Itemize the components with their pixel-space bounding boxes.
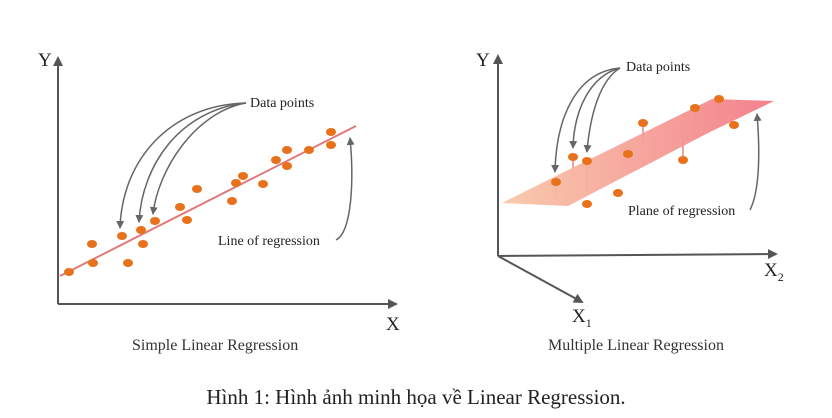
x1-axis-label: X1 — [572, 306, 592, 330]
data-point — [123, 259, 133, 267]
data-point — [638, 119, 648, 127]
line-of-regression-label: Line of regression — [218, 234, 320, 249]
x2-axis-label: X2 — [764, 260, 784, 284]
plane-annotation-arrow — [749, 113, 762, 211]
x1-axis — [497, 255, 584, 303]
data-point — [326, 128, 336, 136]
points-above-plane — [551, 95, 724, 186]
data-points-arrows — [551, 67, 621, 173]
data-point — [568, 153, 578, 161]
data-points — [64, 128, 336, 276]
data-point — [678, 156, 688, 164]
data-point — [304, 146, 314, 154]
regression-plane — [502, 99, 774, 206]
data-point — [582, 200, 592, 208]
data-point — [582, 157, 592, 165]
simple-regression-caption: Simple Linear Regression — [132, 337, 298, 354]
data-point — [88, 259, 98, 267]
data-point — [227, 197, 237, 205]
data-point — [729, 121, 739, 129]
data-point — [175, 203, 185, 211]
plane-of-regression-label: Plane of regression — [628, 204, 735, 219]
data-point — [150, 217, 160, 225]
x-axis-label: X — [386, 314, 400, 335]
y-axis-label: Y — [476, 50, 490, 71]
data-point — [117, 232, 127, 240]
x2-axis — [497, 249, 778, 260]
data-point — [282, 162, 292, 170]
data-point — [271, 156, 281, 164]
data-point — [238, 172, 248, 180]
data-points-arrows — [116, 102, 247, 229]
data-point — [64, 268, 74, 276]
data-point — [231, 179, 241, 187]
data-point — [623, 150, 633, 158]
data-point — [551, 178, 561, 186]
figure-caption: Hình 1: Hình ảnh minh họa về Linear Regr… — [206, 385, 625, 409]
data-point — [690, 104, 700, 112]
data-points-label: Data points — [626, 60, 690, 75]
data-point — [192, 185, 202, 193]
data-point — [87, 240, 97, 248]
data-point — [136, 226, 146, 234]
points-below-plane — [582, 121, 739, 208]
data-point — [714, 95, 724, 103]
multiple-regression-panel: Y X2 X1 — [476, 50, 784, 354]
line-annotation-arrow — [335, 137, 355, 241]
multiple-regression-caption: Multiple Linear Regression — [548, 337, 724, 354]
data-point — [326, 141, 336, 149]
data-point — [613, 189, 623, 197]
data-point — [282, 146, 292, 154]
y-axis-label: Y — [38, 50, 52, 71]
simple-regression-panel: Y X — [38, 50, 400, 354]
data-points-label: Data points — [250, 96, 314, 111]
data-point — [138, 240, 148, 248]
data-point — [182, 216, 192, 224]
data-point — [258, 180, 268, 188]
